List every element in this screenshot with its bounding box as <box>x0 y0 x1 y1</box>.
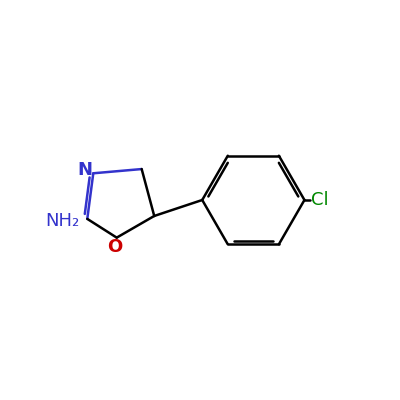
Text: Cl: Cl <box>311 191 329 209</box>
Text: NH₂: NH₂ <box>46 212 80 230</box>
Text: N: N <box>77 161 92 179</box>
Text: O: O <box>107 238 122 256</box>
